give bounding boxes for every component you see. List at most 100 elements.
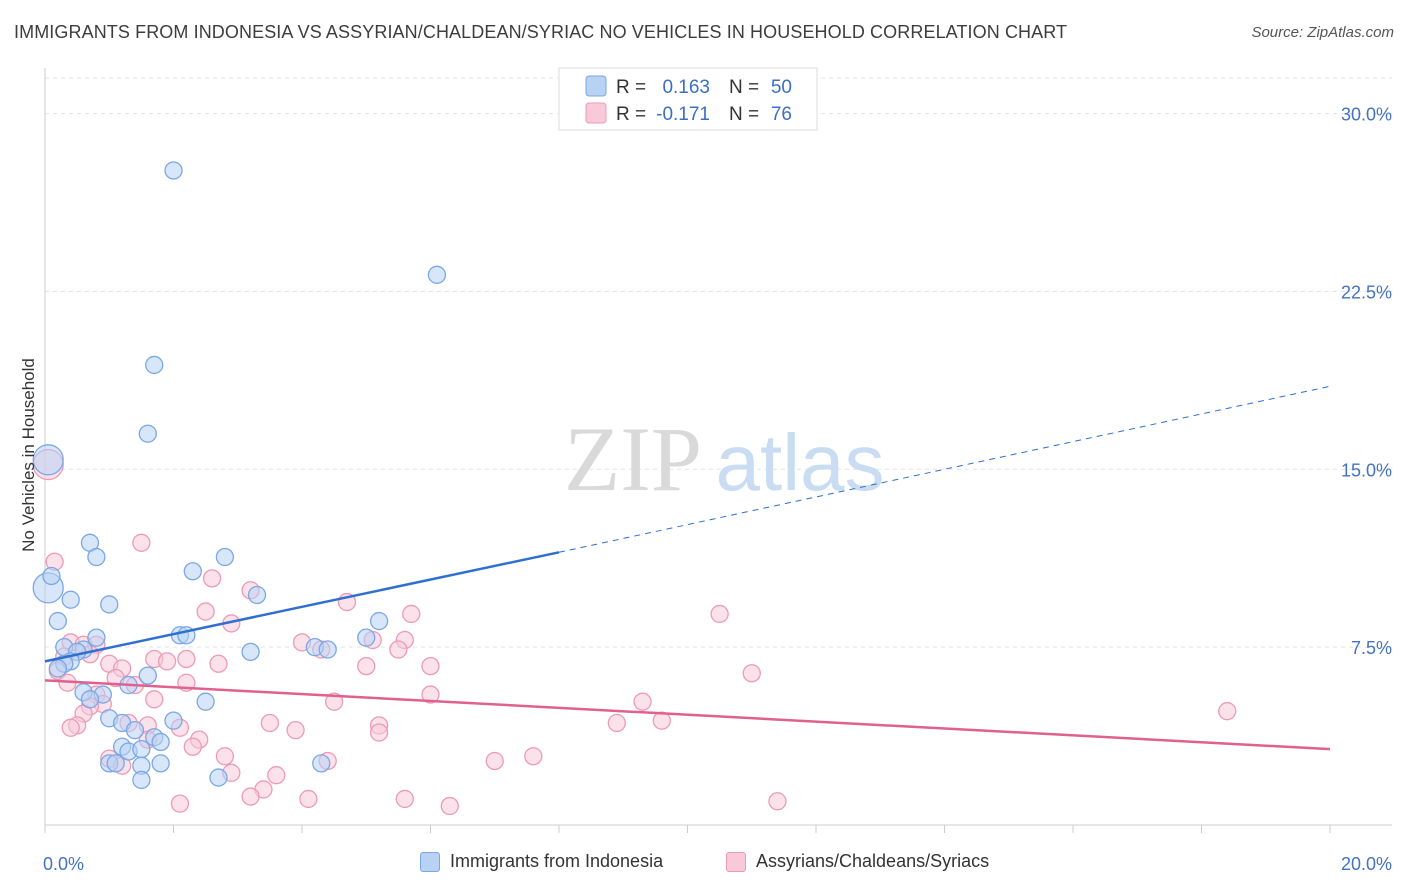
- indonesia-point-3: [138, 424, 157, 443]
- bottom-legend-assyrian: Assyrians/Chaldeans/Syriacs: [726, 851, 989, 872]
- y-axis-label: No Vehicles in Household: [19, 358, 38, 552]
- chart-title: IMMIGRANTS FROM INDONESIA VS ASSYRIAN/CH…: [14, 22, 1068, 42]
- indonesia-point-18: [357, 628, 376, 647]
- series-assyrian-points: [32, 161, 447, 790]
- assyrian-point-7: [402, 604, 421, 624]
- assyrian-point-25: [209, 654, 228, 673]
- y-tick-label-0: 7.5%: [1351, 638, 1392, 658]
- indonesia-point-4: [32, 444, 64, 476]
- indonesia-point-47: [151, 754, 170, 773]
- indonesia-point-9: [215, 547, 235, 567]
- assyrian-point-21: [157, 652, 177, 671]
- assyrian-point-26: [357, 656, 376, 676]
- y-tick-label-2: 22.5%: [1341, 282, 1392, 302]
- assyrian-point-39: [421, 685, 440, 704]
- x-tick-label-1: 20.0%: [1341, 854, 1392, 874]
- chart-source: Source: ZipAtlas.com: [1251, 24, 1394, 41]
- watermark: ZIP atlas: [564, 408, 884, 510]
- watermark-atlas: atlas: [716, 418, 885, 507]
- assyrian-point-50: [286, 720, 305, 740]
- indonesia-point-11: [61, 590, 80, 609]
- bottom-legend-swatch-assyrian: [726, 851, 746, 872]
- legend-n-label-assyrian: N =: [729, 104, 759, 125]
- assyrian-point-49: [260, 713, 280, 733]
- assyrian-point-69: [440, 796, 459, 816]
- indonesia-point-12: [100, 595, 119, 614]
- indonesia-point-48: [312, 754, 331, 773]
- assyrian-point-70: [768, 792, 787, 811]
- indonesia-point-26: [241, 642, 260, 662]
- indonesia-point-43: [132, 739, 151, 759]
- x-tick-label-0: 0.0%: [43, 854, 84, 874]
- indonesia-point-1: [427, 265, 447, 284]
- indonesia-point-29: [138, 666, 157, 685]
- indonesia-point-13: [247, 585, 267, 605]
- assyrian-point-57: [215, 747, 235, 766]
- indonesia-point-37: [164, 711, 183, 730]
- bottom-legend-indonesia: Immigrants from Indonesia: [420, 851, 663, 872]
- assyrian-point-28: [742, 664, 761, 683]
- assyrian-point-42: [1218, 702, 1237, 721]
- indonesia-point-8: [87, 547, 106, 567]
- trend-lines: [44, 385, 1331, 751]
- watermark-zip: ZIP: [564, 408, 702, 510]
- assyrian-point-27: [421, 656, 440, 676]
- grid-lines: [45, 77, 1392, 648]
- assyrian-point-8: [710, 604, 729, 624]
- assyrian-point-44: [61, 718, 80, 737]
- assyrian-point-65: [241, 787, 260, 806]
- indonesia-point-19: [369, 611, 389, 631]
- assyrian-point-62: [524, 747, 543, 766]
- indonesia-point-38: [125, 720, 145, 740]
- assyrian-point-6: [196, 602, 215, 621]
- legend-r-label-assyrian: R =: [616, 104, 646, 125]
- legend-r-value-assyrian: -0.171: [656, 104, 710, 125]
- indonesia-point-49: [132, 770, 151, 790]
- indonesia-point-15: [87, 628, 106, 647]
- legend-n-value-assyrian: 76: [771, 104, 792, 125]
- indonesia-point-25: [48, 659, 67, 678]
- indonesia-point-50: [209, 768, 228, 787]
- indonesia-trend-line: [44, 551, 560, 663]
- assyrian-point-40: [324, 692, 344, 711]
- assyrian-point-56: [183, 737, 202, 756]
- assyrian-point-66: [299, 789, 318, 809]
- legend-swatch-indonesia: [585, 75, 607, 97]
- assyrian-point-67: [395, 789, 414, 809]
- assyrian-point-52: [369, 723, 389, 742]
- indonesia-point-6: [42, 566, 61, 586]
- indonesia-point-14: [48, 611, 67, 631]
- assyrian-point-34: [145, 690, 164, 709]
- assyrian-point-16: [389, 640, 408, 659]
- y-tick-label-1: 15.0%: [1341, 460, 1392, 480]
- bottom-legend-swatch-indonesia: [420, 851, 440, 872]
- assyrian-point-63: [267, 766, 286, 785]
- assyrian-point-3: [202, 569, 222, 588]
- indonesia-point-0: [164, 161, 183, 180]
- legend-n-label-indonesia: N =: [729, 77, 759, 98]
- assyrian-point-41: [633, 692, 652, 711]
- indonesia-point-40: [151, 732, 170, 752]
- legend-r-label-indonesia: R =: [616, 77, 646, 98]
- assyrian-point-61: [485, 751, 504, 771]
- assyrian-point-22: [177, 649, 196, 669]
- y-tick-label-3: 30.0%: [1341, 105, 1392, 125]
- legend-swatch-assyrian: [585, 102, 607, 124]
- indonesia-point-10: [183, 562, 202, 581]
- assyrian-trend-line: [44, 679, 1331, 751]
- bottom-legend-label-indonesia: Immigrants from Indonesia: [450, 851, 664, 871]
- indonesia-point-34: [196, 692, 215, 711]
- legend-n-value-indonesia: 50: [771, 77, 792, 98]
- tick-labels: 7.5% 15.0% 22.5% 30.0% 0.0% 20.0%: [43, 105, 1392, 874]
- legend-r-value-indonesia: 0.163: [662, 77, 710, 98]
- indonesia-point-45: [106, 754, 125, 773]
- assyrian-point-53: [607, 713, 626, 733]
- indonesia-point-2: [145, 355, 164, 375]
- indonesia-point-28: [318, 640, 337, 659]
- assyrian-point-2: [132, 533, 151, 552]
- indonesia-point-33: [80, 690, 100, 709]
- assyrian-point-68: [170, 794, 190, 813]
- legend: R = 0.163 N = 50 R = -0.171 N = 76: [558, 67, 818, 131]
- bottom-legend-label-assyrian: Assyrians/Chaldeans/Syriacs: [756, 851, 990, 871]
